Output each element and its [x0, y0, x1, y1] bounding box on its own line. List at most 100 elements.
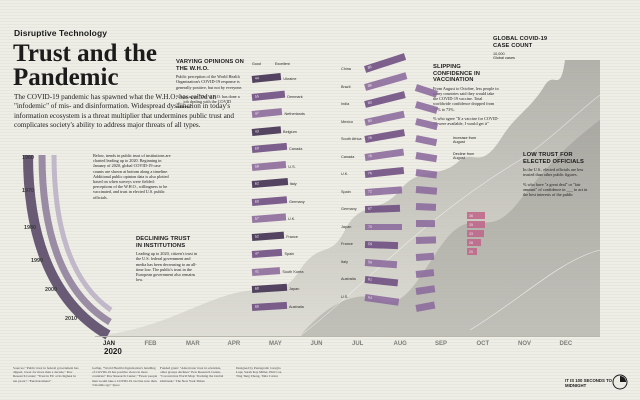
elected-sub: % who have "a great deal" or "fair amoun… [523, 181, 588, 197]
who-bar-value: 60 [254, 304, 260, 309]
decade-label-2010: 2010 [65, 316, 77, 322]
vaccination-country-label: U.K. [341, 172, 349, 176]
page-title: Trust and the Pandemic [13, 40, 158, 91]
who-country-label: Italy [289, 182, 297, 186]
vaccination-bar-value: 59 [367, 242, 373, 247]
decade-label-2000: 2000 [45, 287, 57, 293]
month-label-mar: MAR [186, 341, 200, 347]
who-bar-value: 58 [254, 164, 260, 169]
who-bar-value: 62 [254, 181, 260, 186]
who-bar-value: 55 [254, 93, 260, 99]
vaccination-august-bar [415, 203, 437, 211]
who-country-label: U.S. [288, 164, 296, 169]
month-label-jul: JUL [352, 341, 364, 347]
vaccination-bar-value: 83 [367, 100, 373, 106]
sources-col-1: Sources: "Public trust in federal govern… [13, 366, 79, 383]
lede-paragraph: The COVID-19 pandemic has spawned what t… [14, 93, 234, 129]
vaccination-country-label: Germany [341, 207, 357, 211]
vaccination-bar-value: 64 [367, 295, 373, 300]
case-count-legend-label: Global cases [493, 56, 515, 61]
elected-bar: 28 [467, 239, 481, 246]
vaccination-august-bar [415, 252, 435, 261]
vaccination-bar-value: 78 [367, 153, 373, 159]
who-country-label: France [286, 234, 299, 239]
intro-note: Below, trends in public trust of institu… [93, 153, 171, 200]
who-country-label: Canada [289, 147, 303, 151]
vaccination-bar-value: 80 [367, 118, 373, 124]
month-label-may: MAY [269, 341, 282, 347]
vaccination-country-label: Australia [341, 277, 356, 281]
vaccination-legend-increase: Increase from August [453, 136, 477, 144]
vaccination-country-label: China [341, 67, 351, 71]
who-country-label: Belgium [283, 129, 297, 134]
decade-label-1980: 1980 [24, 225, 36, 231]
who-bar-value: 43 [254, 129, 260, 134]
who-title: VARYING OPINIONS ON THE W.H.O. [176, 59, 244, 72]
timeline-axis [95, 336, 600, 337]
who-bar-value: 60 [254, 286, 260, 291]
who-bar-value: 60 [254, 146, 260, 151]
who-legend-good: Good [252, 62, 261, 66]
vaccination-bar-value: 70 [368, 224, 372, 229]
elected-title: LOW TRUST FOR ELECTED OFFICIALS [523, 152, 584, 165]
sources-col-2: Gallup, "World Health Organization's han… [92, 366, 158, 387]
who-country-label: Germany [289, 199, 305, 204]
vaccination-title: SLIPPING CONFIDENCE IN VACCINATION [433, 64, 481, 84]
decade-label-1990: 1990 [31, 258, 43, 264]
vaccination-bar-value: 61 [367, 277, 373, 282]
vaccination-bar: 59 [364, 241, 398, 249]
vaccination-bar: 67 [364, 204, 401, 213]
month-label-nov: NOV [518, 341, 532, 347]
vaccination-bar-value: 85 [367, 65, 373, 71]
who-bar-value: 52 [254, 234, 260, 239]
vaccination-bar-value: 88 [367, 82, 373, 88]
elected-bar-value: 36 [469, 213, 473, 218]
elected-bar: 20 [467, 248, 477, 255]
vaccination-august-bar [415, 236, 436, 244]
elected-block: LOW TRUST FOR ELECTED OFFICIALS In the U… [523, 152, 593, 197]
declining-trust-title: DECLINING TRUST IN INSTITUTIONS [136, 236, 191, 249]
who-bar-value: 47 [254, 251, 260, 256]
who-legend-excellent: Excellent [275, 62, 290, 66]
who-country-label: Denmark [287, 94, 303, 99]
who-country-label: Australia [289, 304, 304, 309]
who-country-label: Ukraine [283, 77, 297, 81]
declining-trust-block: DECLINING TRUST IN INSTITUTIONS Leading … [136, 236, 198, 282]
vaccination-country-label: Mexico [341, 119, 354, 124]
sources-credits: Designed by Pentagram: Giorgia Lupi, Sar… [236, 366, 283, 379]
who-bar: 41 [251, 266, 281, 275]
case-count-block: GLOBAL COVID-19 CASE COUNT 10,000 Global… [493, 36, 563, 60]
vaccination-country-label: Japan [341, 224, 352, 229]
elected-bar-value: 35 [469, 222, 473, 227]
declining-trust-arcs [23, 154, 113, 340]
sources-col-3: Funded grant: "Americans' trust in scien… [160, 366, 224, 383]
vaccination-bar-value: 72 [367, 189, 373, 194]
elected-body: In the U.S., elected officials are less … [523, 167, 584, 178]
timeline-year: 2020 [104, 347, 122, 356]
vaccination-bar: 70 [365, 223, 402, 230]
month-label-aug: AUG [393, 341, 407, 347]
vaccination-bar-value: 67 [367, 206, 373, 212]
elected-bar-value: 28 [469, 240, 473, 245]
case-count-title: GLOBAL COVID-19 CASE COUNT [493, 36, 548, 49]
doomsday-footer: IT IS 100 SECONDS TO MIDNIGHT [565, 378, 612, 388]
vaccination-august-bar [415, 220, 436, 227]
month-label-oct: OCT [476, 341, 490, 347]
elected-bar-value: 33 [469, 231, 473, 236]
vaccination-bar-value: 79 [367, 136, 373, 141]
who-country-label: Japan [289, 287, 300, 291]
declining-trust-body: Leading up to 2020, citizen's trust in t… [136, 251, 198, 283]
vaccination-country-label: Italy [341, 259, 348, 264]
decade-label-1970: 1970 [22, 188, 34, 194]
vaccination-block: SLIPPING CONFIDENCE IN VACCINATION From … [433, 64, 499, 126]
elected-bar: 33 [467, 230, 484, 237]
vaccination-sub: % who agree "If a vaccine for COVID-19 w… [433, 115, 499, 126]
vaccination-country-label: South Africa [341, 137, 362, 141]
case-count-legend-value: 10,000 [493, 52, 505, 57]
month-label-jan: JAN [103, 341, 116, 347]
who-bar-value: 47 [254, 111, 260, 116]
month-label-sep: SEP [435, 341, 448, 347]
clock-icon [612, 374, 628, 390]
elected-bar: 36 [467, 212, 485, 219]
